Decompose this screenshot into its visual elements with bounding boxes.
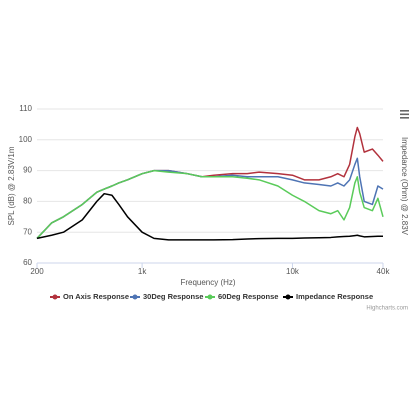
credit: Highcharts.com	[366, 306, 408, 312]
legend-item[interactable]: 30Deg Response	[130, 292, 203, 301]
x-axis-title: Frequency (Hz)	[180, 278, 235, 287]
y-tick-label: 80	[23, 197, 32, 206]
legend-item[interactable]: 60Deg Response	[205, 292, 278, 301]
y-axis-title: SPL (dB) @ 2.83V/1m	[7, 146, 16, 225]
legend-marker	[285, 294, 291, 300]
legend-label: 60Deg Response	[218, 292, 278, 301]
y-tick-label: 110	[19, 104, 32, 113]
series-line	[36, 192, 383, 241]
legend-marker	[207, 294, 213, 300]
y-tick-label: 100	[19, 135, 33, 144]
legend-item[interactable]: On Axis Response	[50, 292, 129, 301]
y-tick-label: 70	[23, 227, 32, 236]
x-tick-label: 1k	[138, 267, 147, 276]
y-tick-label: 90	[23, 166, 32, 175]
y-tick-label: 60	[23, 258, 32, 267]
x-tick-label: 200	[30, 267, 44, 276]
legend-marker	[52, 294, 58, 300]
menu-bar	[400, 117, 409, 119]
legend-label: On Axis Response	[63, 292, 129, 301]
x-tick-label: 10k	[286, 267, 300, 276]
series-line	[36, 169, 384, 239]
legend-marker	[132, 294, 138, 300]
legend-label: 30Deg Response	[143, 292, 203, 301]
menu-button[interactable]	[400, 110, 409, 119]
y2-axis-title: Impedance (Ohm) @ 2.83V	[400, 137, 409, 236]
legend-item[interactable]: Impedance Response	[283, 292, 373, 301]
menu-bar	[400, 110, 409, 112]
legend-label: Impedance Response	[296, 292, 373, 301]
x-tick-label: 40k	[377, 267, 391, 276]
menu-bar	[400, 113, 409, 116]
